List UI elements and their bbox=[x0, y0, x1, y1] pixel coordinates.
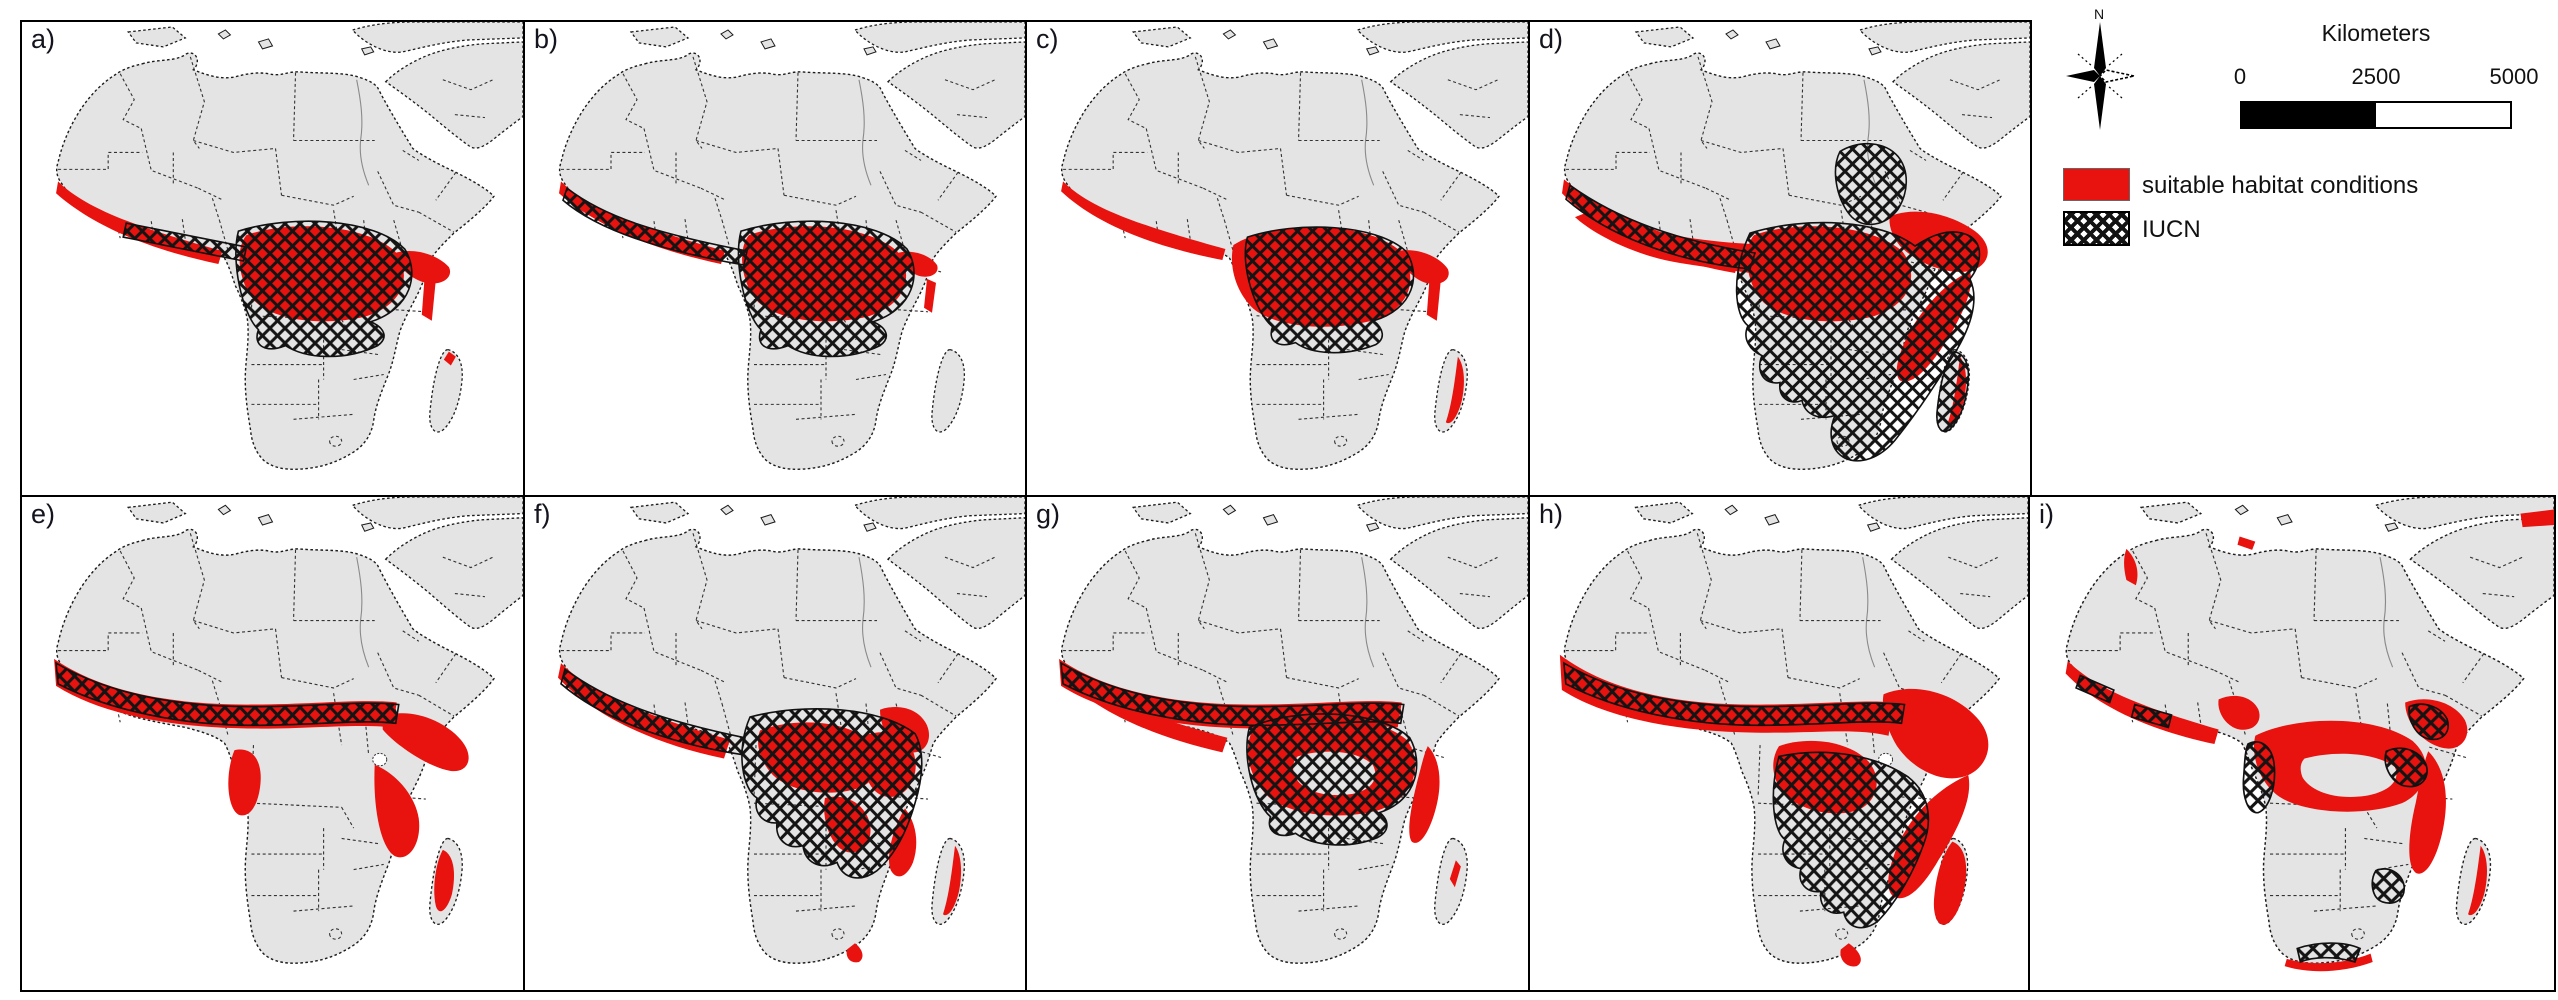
panel-label-i: i) bbox=[2039, 499, 2054, 529]
panel-label-a: a) bbox=[31, 24, 56, 54]
legend-label-iucn: IUCN bbox=[2142, 216, 2201, 243]
map-panel-e: e) bbox=[20, 495, 525, 992]
scalebar-tick-5000: 5000 bbox=[2489, 64, 2539, 89]
scalebar-title: Kilometers bbox=[2321, 20, 2431, 46]
africa-map-a bbox=[55, 22, 523, 470]
legend-label-habitat: suitable habitat conditions bbox=[2142, 172, 2419, 199]
panel-label-c: c) bbox=[1036, 24, 1059, 54]
legend-swatch-habitat bbox=[2063, 168, 2130, 201]
panel-label-f: f) bbox=[534, 499, 551, 529]
africa-map-f bbox=[558, 497, 1025, 964]
scale-bar-filled-half bbox=[2242, 103, 2376, 127]
panel-label-g: g) bbox=[1036, 499, 1061, 529]
map-panel-f: f) bbox=[523, 495, 1027, 992]
map-panel-g: g) bbox=[1025, 495, 1530, 992]
map-panel-d: d) bbox=[1528, 20, 2032, 497]
africa-map-g bbox=[1059, 497, 1528, 964]
map-panel-i: i) bbox=[2028, 495, 2556, 992]
map-panel-a: a) bbox=[20, 20, 525, 497]
africa-map-e bbox=[54, 497, 523, 964]
map-panel-c: c) bbox=[1025, 20, 1530, 497]
africa-map-d bbox=[1562, 22, 2030, 470]
africa-map-i bbox=[2065, 497, 2554, 972]
africa-map-c bbox=[1060, 22, 1528, 470]
legend-swatch-iucn bbox=[2063, 211, 2130, 246]
scalebar-tick-0: 0 bbox=[2233, 64, 2247, 89]
panel-label-d: d) bbox=[1539, 24, 1564, 54]
north-label: N bbox=[2094, 6, 2105, 22]
north-arrow-icon bbox=[2066, 22, 2135, 130]
scale-bar bbox=[2240, 101, 2512, 129]
panel-label-b: b) bbox=[534, 24, 559, 54]
africa-map-b bbox=[558, 22, 1025, 470]
map-panel-h: h) bbox=[1528, 495, 2030, 992]
scalebar-tick-2500: 2500 bbox=[2351, 64, 2401, 89]
africa-map-h bbox=[1559, 497, 2028, 967]
map-panel-b: b) bbox=[523, 20, 1027, 497]
panel-label-h: h) bbox=[1539, 499, 1564, 529]
panel-label-e: e) bbox=[31, 499, 56, 529]
